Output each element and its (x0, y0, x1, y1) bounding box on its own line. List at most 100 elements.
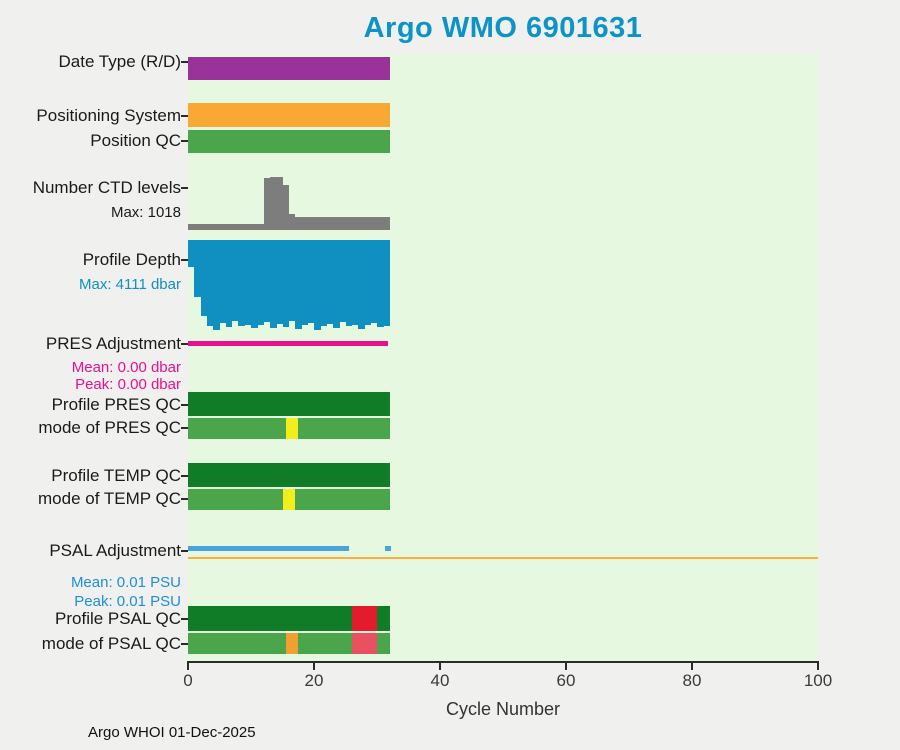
y-tick-position_qc (181, 140, 188, 142)
row-label-profile_depth: Profile Depth (82, 250, 181, 269)
number_ctd_levels-bar (358, 216, 365, 230)
mode_psal_qc-segment-2 (298, 633, 352, 654)
mode_pres_qc-segment-0 (188, 418, 286, 439)
y-tick-mode_temp_qc (181, 498, 188, 500)
psal_adjustment-reference-line (188, 557, 818, 559)
number_ctd_levels-bar (257, 223, 264, 230)
number_ctd_levels-bar (276, 177, 283, 230)
profile_depth-bar (332, 240, 340, 328)
number_ctd_levels-bar (370, 216, 378, 230)
y-tick-profile_depth (181, 259, 188, 261)
number_ctd_levels-bar (232, 223, 239, 230)
number_ctd_levels-bar (314, 216, 321, 230)
x-axis-line (187, 661, 819, 663)
y-tick-number_ctd_levels (181, 187, 188, 189)
number_ctd_levels-bar (200, 223, 208, 230)
x-tick-label-80: 80 (682, 671, 702, 690)
number_ctd_levels-bar (332, 216, 340, 230)
profile_depth-bar (269, 240, 277, 328)
profile_psal_qc-segment-1 (351, 606, 377, 631)
row-sublabel-number_ctd_levels-0: Max: 1018 (110, 204, 181, 221)
profile_depth-bar (282, 240, 290, 327)
profile_depth-bar (345, 240, 353, 327)
number_ctd_levels-bar (377, 216, 384, 230)
number_ctd_levels-bar (295, 216, 302, 230)
chart-title: Argo WMO 6901631 (363, 12, 643, 44)
profile_depth-bar (188, 240, 195, 268)
psal_adjustment-line-segment-1 (385, 546, 391, 551)
x-tick-80 (691, 663, 693, 670)
number_ctd_levels-bar (301, 216, 309, 230)
profile_depth-bar (276, 240, 283, 325)
x-tick-label-60: 60 (556, 671, 576, 690)
profile_depth-bar (339, 240, 346, 323)
profile_depth-bar (351, 240, 359, 325)
row-label-positioning_system: Positioning System (36, 106, 181, 125)
profile_depth-bar (219, 240, 227, 324)
x-tick-0 (187, 663, 189, 670)
x-tick-40 (439, 663, 441, 670)
profile_depth-bar (370, 240, 378, 324)
y-tick-positioning_system (181, 115, 188, 117)
row-label-profile_pres_qc: Profile PRES QC (51, 395, 181, 414)
mode_temp_qc-segment-1 (282, 489, 296, 510)
row-label-mode_pres_qc: mode of PRES QC (38, 418, 181, 437)
number_ctd_levels-bar (251, 223, 258, 230)
y-tick-date_type (181, 61, 188, 63)
number_ctd_levels-bar (307, 217, 315, 230)
y-tick-profile_pres_qc (181, 404, 188, 406)
number_ctd_levels-bar (225, 223, 233, 230)
x-tick-label-20: 20 (304, 671, 324, 690)
number_ctd_levels-bar (188, 223, 195, 230)
x-tick-label-100: 100 (803, 671, 833, 690)
y-tick-mode_psal_qc (181, 643, 188, 645)
profile_temp_qc-segment-0 (188, 463, 390, 487)
row-label-mode_psal_qc: mode of PSAL QC (41, 634, 181, 653)
profile_depth-bar (295, 240, 302, 329)
y-tick-mode_pres_qc (181, 427, 188, 429)
number_ctd_levels-bar (206, 223, 214, 230)
x-tick-100 (817, 663, 819, 670)
number_ctd_levels-bar (238, 223, 246, 230)
row-sublabel-pres_adjustment-0: Mean: 0.00 dbar (71, 359, 181, 376)
profile_depth-bar (364, 240, 372, 326)
profile_depth-bar (377, 240, 384, 328)
y-tick-psal_adjustment (181, 550, 188, 552)
pres_adjustment-line-segment-0 (188, 341, 388, 346)
number_ctd_levels-bar (345, 216, 353, 230)
profile_depth-bar (206, 240, 214, 326)
x-tick-60 (565, 663, 567, 670)
y-tick-pres_adjustment (181, 343, 188, 345)
number_ctd_levels-bar (282, 184, 290, 230)
profile_depth-bar (288, 240, 296, 322)
positioning_system-segment-0 (188, 103, 390, 127)
number_ctd_levels-bar (326, 217, 334, 230)
row-label-date_type: Date Type (R/D) (58, 52, 181, 71)
number_ctd_levels-bar (351, 217, 359, 230)
mode_temp_qc-segment-2 (295, 489, 390, 510)
number_ctd_levels-bar (320, 216, 327, 230)
number_ctd_levels-bar (364, 217, 372, 230)
profile_depth-bar (251, 240, 258, 329)
profile_depth-bar (383, 240, 390, 326)
row-label-number_ctd_levels: Number CTD levels (32, 178, 181, 197)
mode_psal_qc-segment-3 (351, 633, 377, 654)
row-label-mode_temp_qc: mode of TEMP QC (38, 489, 181, 508)
plot-area (188, 54, 818, 662)
y-tick-profile_psal_qc (181, 618, 188, 620)
x-tick-label-40: 40 (430, 671, 450, 690)
profile_depth-bar (200, 240, 208, 317)
profile_depth-bar (194, 240, 201, 297)
profile_depth-bar (263, 240, 271, 323)
profile_depth-bar (326, 240, 334, 325)
number_ctd_levels-bar (213, 223, 220, 230)
profile_depth-bar (244, 240, 252, 325)
row-label-profile_temp_qc: Profile TEMP QC (51, 466, 181, 485)
profile_depth-bar (301, 240, 309, 326)
mode_psal_qc-segment-0 (188, 633, 286, 654)
row-label-position_qc: Position QC (90, 131, 181, 150)
x-tick-20 (313, 663, 315, 670)
profile_psal_qc-segment-0 (188, 606, 352, 631)
profile_pres_qc-segment-0 (188, 392, 390, 416)
